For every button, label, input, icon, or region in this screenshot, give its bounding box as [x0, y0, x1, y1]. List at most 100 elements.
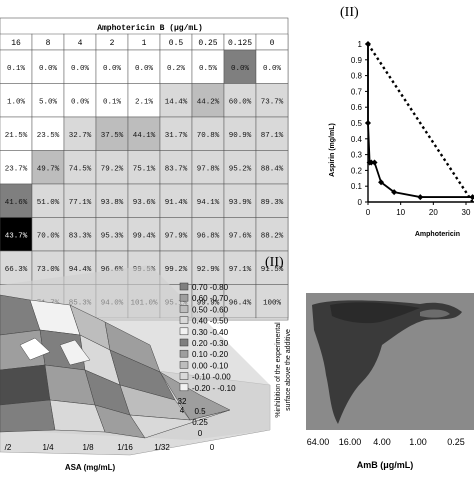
table-cell	[223, 217, 257, 252]
table-cell	[63, 83, 97, 118]
surface-x-tick: 0	[210, 443, 215, 452]
table-cell	[255, 250, 289, 285]
cell-value: 93.9%	[229, 199, 252, 207]
table-cell	[0, 217, 33, 252]
cell-value: 88.4%	[261, 165, 284, 173]
cell-value: 87.1%	[261, 132, 284, 140]
cell-value: 96.4%	[229, 299, 252, 307]
line-ylabel: Aspirin (mg/mL)	[329, 123, 336, 177]
table-cell	[223, 116, 257, 151]
table-cell	[223, 150, 257, 185]
cell-value: 77.1%	[69, 199, 92, 207]
table-cell	[255, 49, 289, 84]
cell-value: 49.7%	[37, 165, 60, 173]
line-series-group	[365, 41, 474, 203]
y-tick-label: 1	[358, 40, 363, 49]
table-cell	[159, 150, 193, 185]
table-cell	[223, 183, 257, 218]
table-cell	[63, 150, 97, 185]
cell-value: 31.7%	[165, 132, 188, 140]
table-cell	[0, 150, 33, 185]
legend-swatch	[179, 349, 189, 358]
table-cell	[255, 183, 289, 218]
column-header: 4	[78, 39, 83, 48]
surface-legend: 0.70 -0.80 0.60 -0.70 0.50 -0.60 0.40 -0.50…	[179, 282, 236, 393]
legend-swatch	[179, 305, 189, 313]
data-point	[469, 194, 474, 201]
column-header: 0.25	[198, 39, 217, 48]
legend-swatch	[179, 282, 189, 291]
table-cell	[0, 250, 33, 285]
y-tick-label: 0.9	[351, 56, 363, 65]
cell-value: 99.4%	[133, 232, 156, 240]
surface-x-tick: /2	[5, 443, 12, 452]
heatmap-xlabel: AmB (μg/mL)	[357, 460, 414, 470]
heatmap-x-tick: 64.00	[307, 437, 330, 447]
table-cell	[0, 83, 33, 118]
synergy-table: Amphotericin B (μg/mL) 16 8 4 2 1 0.5 0.25 0.12…	[0, 17, 289, 321]
surface-patch	[59, 339, 91, 366]
heatmap-chart: %inhibition of the experimental surface a…	[275, 293, 474, 470]
cell-value: 94.4%	[69, 266, 92, 274]
cell-value: 97.6%	[229, 232, 252, 240]
surface-patch	[19, 337, 51, 361]
table-cell	[255, 150, 289, 185]
table-cell	[127, 83, 161, 118]
surface-3d-chart: 0.70 -0.80 0.60 -0.70 0.50 -0.60 0.40 -0.50…	[0, 265, 271, 472]
cell-value: 75.1%	[133, 165, 156, 173]
legend-label: -0.10 -0.00	[192, 373, 231, 382]
surface-x-tick: 1/32	[154, 443, 170, 452]
cell-value: 0.1%	[7, 65, 26, 73]
data-point	[371, 159, 378, 166]
cell-value: 90.9%	[229, 132, 252, 140]
legend-swatch	[179, 327, 189, 336]
cell-value: 92.9%	[197, 266, 220, 274]
cell-value: 83.3%	[69, 232, 92, 240]
legend-label: 0.20 -0.30	[192, 339, 229, 348]
table-cell	[223, 49, 257, 84]
data-point	[391, 189, 398, 196]
cell-value: 23.7%	[5, 165, 28, 173]
table-cell	[63, 116, 97, 151]
legend-swatch	[179, 293, 189, 302]
cell-value: 97.8%	[197, 165, 220, 173]
table-cell	[127, 116, 161, 151]
surface-x-tick: 1/16	[117, 443, 133, 452]
heatmap-xticks: 64.00 16.00 4.00 1.00 0.25	[307, 437, 465, 447]
table-cell	[127, 49, 161, 84]
column-header: 16	[11, 39, 21, 48]
y-tick-label: 0.4	[351, 135, 363, 144]
cell-value: 99.9%	[197, 299, 220, 307]
legend-label: 0.50 -0.60	[192, 305, 229, 314]
table-cell	[159, 49, 193, 84]
table-cell	[31, 150, 65, 185]
table-cell	[31, 49, 65, 84]
table-cell	[0, 116, 33, 151]
legend-label: 0.40 -0.50	[192, 317, 229, 326]
table-cell	[191, 250, 225, 285]
heatmap-dark-region	[312, 300, 462, 424]
table-cell	[31, 183, 65, 218]
surface-xlabel: ASA (mg/mL)	[65, 463, 116, 472]
legend-swatch	[179, 338, 189, 347]
line-axes: 00.10.20.30.40.50.60.70.80.910 10 20 30	[351, 40, 474, 217]
cell-value: 0.1%	[103, 98, 122, 106]
table-cell	[255, 217, 289, 252]
cell-value: 32.7%	[69, 132, 92, 140]
heatmap-ylabel: %inhibition of the experimental surface a…	[275, 322, 292, 418]
surface-x-tick: 1/4	[42, 443, 54, 452]
cell-value: 73.7%	[261, 98, 284, 106]
y-tick-label: 0.6	[351, 103, 363, 112]
cell-value: 89.3%	[261, 199, 284, 207]
cell-value: 66.3%	[5, 266, 28, 274]
y-tick-label: 0.2	[351, 166, 363, 175]
surface-patch	[0, 364, 51, 406]
y-tick-label: 0.1	[351, 182, 363, 191]
table-cell	[63, 217, 97, 252]
ylabel-line-2: surface above the additive	[285, 329, 292, 411]
cell-value: 41.6%	[5, 199, 28, 207]
heatmap-x-tick: 16.00	[339, 437, 362, 447]
table-cell	[95, 83, 129, 118]
cell-value: 60.0%	[229, 98, 252, 106]
cell-value: 0.0%	[135, 65, 154, 73]
